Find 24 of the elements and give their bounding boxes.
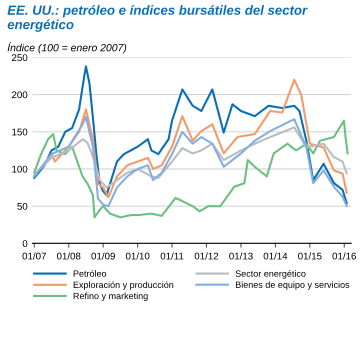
legend-label: Petróleo <box>74 270 106 277</box>
line-series <box>33 126 348 189</box>
x-tick-label: 01/10 <box>126 252 150 260</box>
x-tick-label: 01/15 <box>298 252 322 260</box>
y-tick-label: 200 <box>12 91 28 98</box>
chart-subtitle: Índice (100 = enero 2007) <box>8 42 126 54</box>
x-tick-label: 01/12 <box>194 252 218 260</box>
x-tick-label: 01/13 <box>229 252 253 260</box>
y-tick-label: 100 <box>12 166 28 173</box>
x-tick-label: 01/16 <box>332 252 356 260</box>
x-tick-label: 01/11 <box>160 252 184 260</box>
chart-title: EE. UU.: petróleo e índices bursátiles del sector energético <box>7 5 308 32</box>
legend-label: Refino y marketing <box>74 292 148 301</box>
x-tick-label: 01/09 <box>91 252 115 260</box>
x-tick-label: 01/07 <box>22 252 46 260</box>
y-tick-label: 150 <box>12 128 28 136</box>
x-tick-label: 01/14 <box>264 252 288 260</box>
y-tick-label: 50 <box>17 202 28 210</box>
y-tick-label: 250 <box>12 54 28 62</box>
x-tick-label: 01/08 <box>56 252 80 260</box>
legend-label: Bienes de equipo y servicios <box>236 281 350 290</box>
legend-label: Sector energético <box>236 270 306 279</box>
legend-label: Exploración y producción <box>74 281 174 290</box>
y-tick-label: 0 <box>22 240 28 247</box>
